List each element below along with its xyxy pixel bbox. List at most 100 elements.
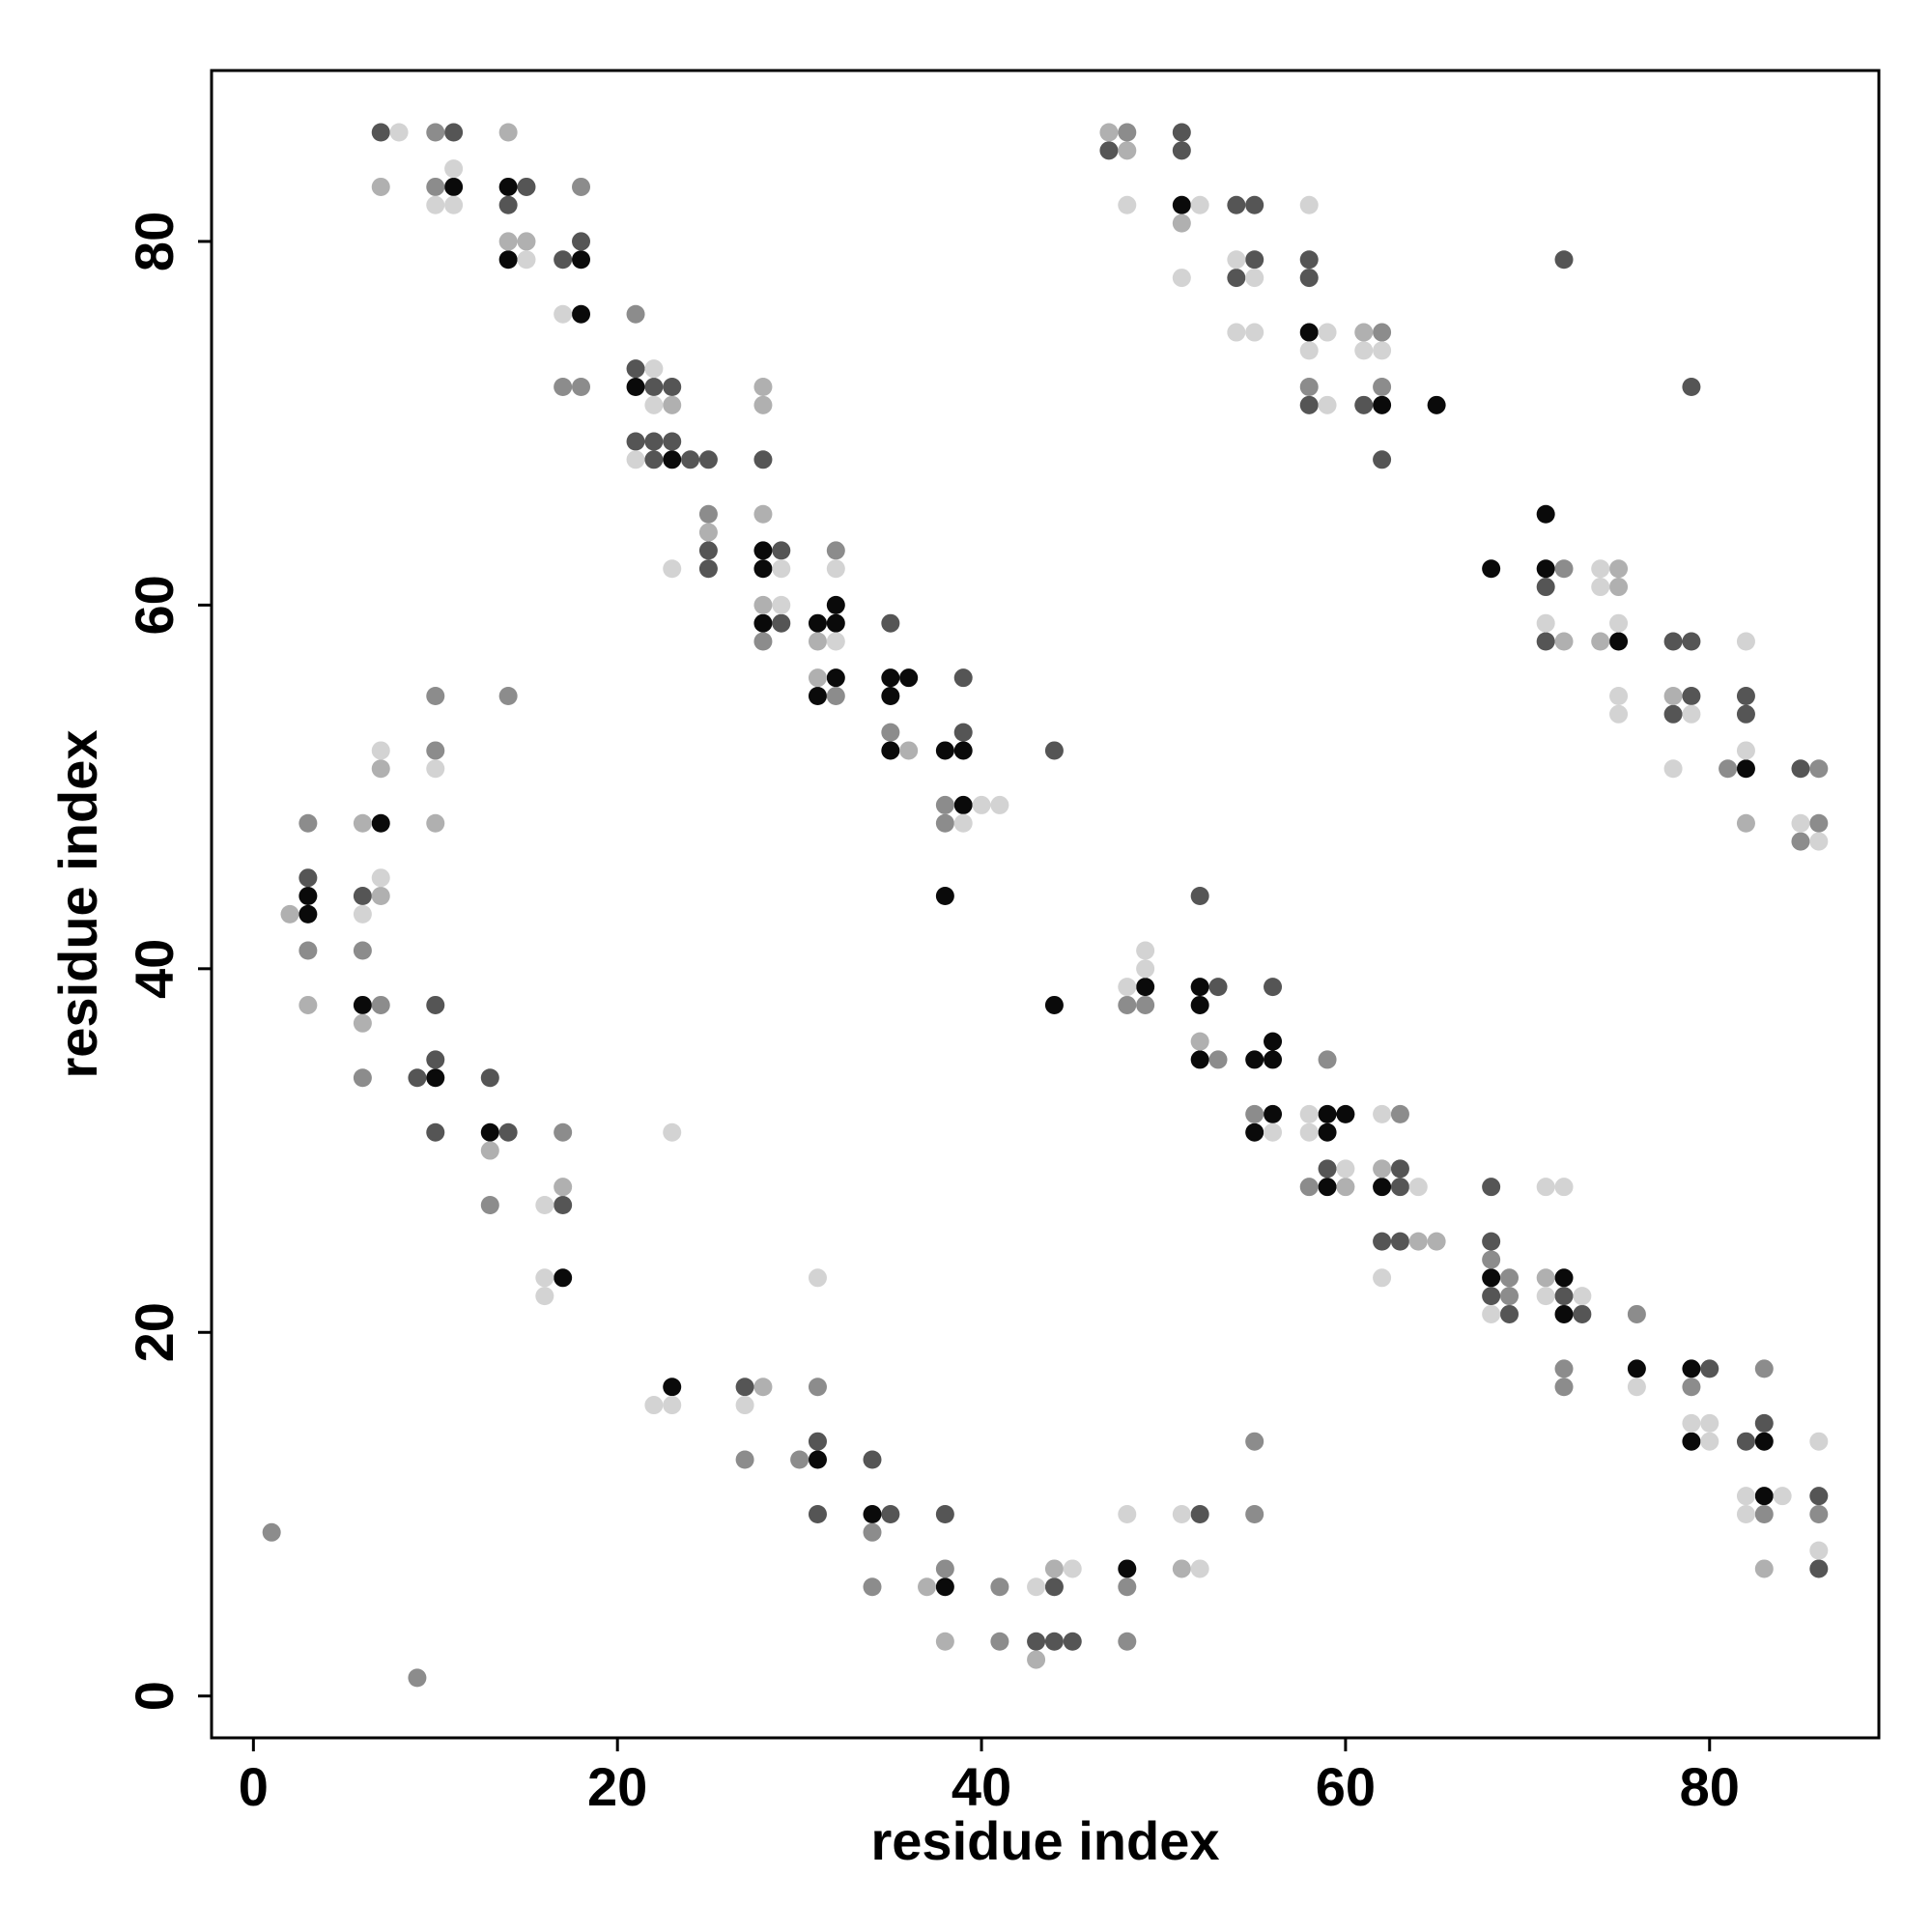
point [1754,1432,1774,1451]
point [1190,1032,1209,1051]
point [371,123,390,142]
point [881,723,900,742]
y-tick-label: 60 [124,575,185,635]
point [1373,395,1392,414]
point [1118,995,1137,1014]
point [1118,141,1137,160]
point [1336,1178,1355,1197]
point [1136,941,1155,960]
point [1573,1304,1592,1323]
point [1482,1178,1501,1197]
point [1754,1504,1774,1523]
point [1264,1050,1283,1069]
point [426,813,445,833]
point [644,378,664,397]
point [1773,1487,1792,1506]
point [1190,887,1209,906]
point [1591,632,1610,651]
point [353,887,372,906]
point [353,813,372,833]
point [1591,578,1610,597]
point [280,904,299,923]
point [990,795,1009,814]
point [1136,978,1155,997]
point [735,1396,754,1415]
point [554,1196,573,1215]
point [353,995,372,1014]
point [1354,323,1374,342]
point [826,541,845,560]
point [772,613,791,633]
point [1318,395,1337,414]
point [1663,704,1683,724]
point [1373,323,1392,342]
point [1118,123,1137,142]
point [935,741,954,760]
point [444,177,464,196]
point [1736,686,1755,705]
point [1809,1541,1829,1560]
point [572,177,591,196]
point [808,1268,827,1288]
point [1027,1650,1046,1669]
point [1373,378,1392,397]
point [554,1178,573,1197]
point [1682,632,1701,651]
point [353,1013,372,1033]
point [1245,1122,1264,1142]
point [1482,1268,1501,1288]
point [1190,978,1209,997]
point [1208,978,1228,997]
point [681,450,700,469]
point [1536,559,1555,579]
point [1227,323,1246,342]
point [1682,704,1701,724]
point [698,541,718,560]
point [753,632,773,651]
point [353,1068,372,1088]
point [626,359,645,379]
y-axis-title: residue index [47,729,108,1078]
point [444,195,464,214]
point [298,995,318,1014]
point [753,378,773,397]
point [408,1068,427,1088]
point [1227,269,1246,288]
point [663,395,682,414]
point [1318,323,1337,342]
point [480,1068,499,1088]
point [1118,1577,1137,1597]
point [953,813,973,833]
point [1754,1559,1774,1578]
point [1791,759,1810,779]
point [1264,1032,1283,1051]
point [371,759,390,779]
point [1190,1559,1209,1578]
point [808,613,827,633]
point [881,613,900,633]
point [1536,632,1555,651]
point [554,1268,573,1288]
point [1482,559,1501,579]
point [1118,1504,1137,1523]
point [772,541,791,560]
point [1373,1104,1392,1123]
point [808,1450,827,1469]
point [371,887,390,906]
y-tick-label: 80 [124,212,185,271]
point [426,1122,445,1142]
point [626,432,645,451]
plot-frame [210,69,1881,1740]
point [371,995,390,1014]
point [1336,1104,1355,1123]
point [1299,341,1319,360]
point [1554,1304,1574,1323]
point [426,195,445,214]
point [1299,269,1319,288]
point [535,1287,554,1306]
point [1736,1487,1755,1506]
point [1499,1304,1519,1323]
point [572,378,591,397]
point [1809,1504,1829,1523]
